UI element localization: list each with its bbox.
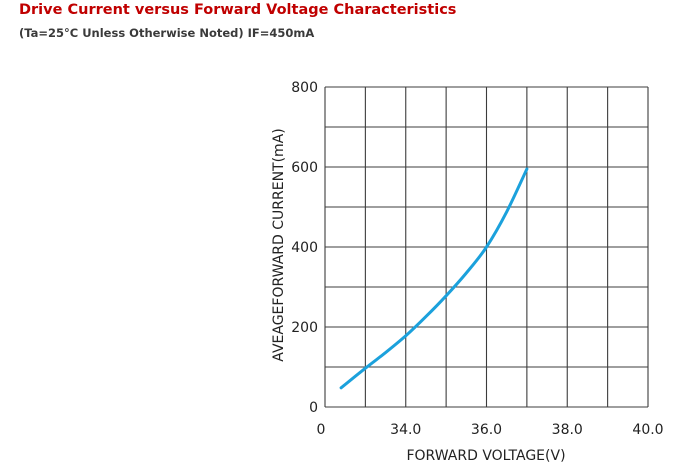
y-tick-label-0: 0 — [309, 400, 318, 416]
chart-subtitle: (Ta=25°C Unless Otherwise Noted) IF=450m… — [19, 26, 315, 40]
chart-grid — [324, 86, 649, 408]
x-axis-label: FORWARD VOLTAGE(V) — [406, 448, 565, 464]
x-tick-label-0: 0 — [317, 422, 326, 438]
y-axis-label: AVEAGEFORWARD CURRENT(mA) — [271, 128, 287, 361]
x-tick-label-4: 40.0 — [632, 422, 663, 438]
y-axis-ticks: 0 200 400 600 800 — [291, 80, 318, 416]
x-tick-label-3: 38.0 — [552, 422, 583, 438]
x-axis-ticks: 0 34.0 36.0 38.0 40.0 — [317, 422, 664, 438]
chart-series — [339, 167, 529, 390]
y-tick-label-3: 600 — [291, 160, 318, 176]
x-tick-label-2: 36.0 — [471, 422, 502, 438]
y-tick-label-4: 800 — [291, 80, 318, 96]
y-tick-label-1: 200 — [291, 320, 318, 336]
series-line — [339, 167, 529, 390]
x-tick-label-1: 34.0 — [390, 422, 421, 438]
y-tick-label-2: 400 — [291, 240, 318, 256]
chart-title: Drive Current versus Forward Voltage Cha… — [19, 2, 457, 18]
